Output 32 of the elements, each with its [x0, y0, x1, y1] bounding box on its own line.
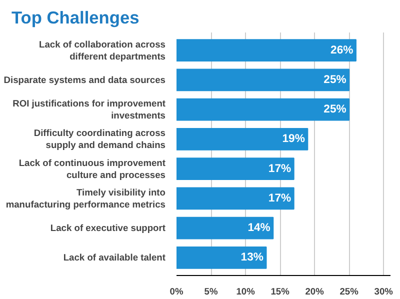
y-tick-label: Lack of collaboration across different departments: [39, 39, 166, 62]
data-label: 17%: [268, 162, 292, 175]
data-label: 26%: [330, 44, 354, 56]
y-tick-label: Lack of continuous improvement culture and processes: [18, 158, 166, 180]
y-tick-label: Timely visibility into manufacturing performance metrics: [6, 187, 166, 210]
x-tick-label: 15%: [270, 286, 290, 296]
x-tick-label: 25%: [340, 286, 360, 296]
x-tick-label: 30%: [374, 286, 394, 296]
data-label: 25%: [324, 74, 346, 86]
y-tick-label: Disparate systems and data sources: [4, 74, 166, 85]
chart-title: Top Challenges: [12, 8, 140, 28]
data-label: 19%: [282, 133, 305, 146]
bar: [176, 39, 356, 62]
x-tick-label: 0%: [170, 286, 184, 296]
x-tick-label: 5%: [204, 286, 218, 296]
data-label: 17%: [268, 192, 292, 204]
y-tick-label: ROI justifications for improvement investments: [12, 98, 166, 121]
y-tick-label: Difficulty coordinating across supply and demand chains: [34, 128, 166, 150]
bar: [176, 246, 267, 269]
data-label: 14%: [248, 222, 270, 234]
bar: [176, 216, 274, 240]
bar: [176, 68, 350, 92]
x-tick-label: 20%: [305, 286, 325, 296]
data-label: 25%: [324, 104, 346, 116]
x-tick-label: 10%: [236, 286, 256, 296]
y-tick-label: Lack of executive support: [50, 223, 166, 234]
bar: [176, 187, 294, 210]
y-tick-label: Lack of available talent: [63, 252, 166, 263]
bar: [176, 98, 350, 121]
data-label: 13%: [240, 252, 264, 264]
bar: [176, 128, 308, 150]
bar: [176, 158, 294, 180]
